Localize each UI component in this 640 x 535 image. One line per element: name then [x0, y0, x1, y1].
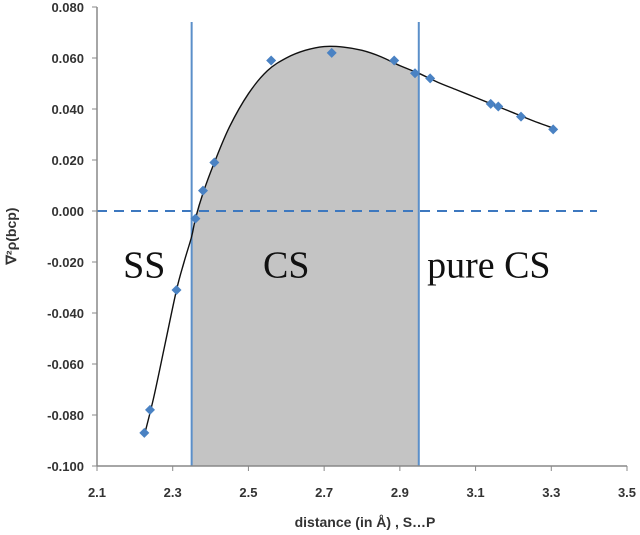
region-label-ss: SS — [123, 244, 165, 286]
data-point-9 — [389, 55, 400, 66]
y-tick-label: -0.040 — [47, 306, 84, 321]
region-label-pure-cs: pure CS — [427, 244, 551, 286]
y-tick-label: -0.080 — [47, 408, 84, 423]
y-tick-label: -0.060 — [47, 357, 84, 372]
y-tick-label: 0.000 — [51, 204, 84, 219]
y-tick-label: 0.020 — [51, 153, 84, 168]
data-point-6 — [209, 157, 220, 168]
data-point-11 — [425, 73, 436, 84]
x-tick-label: 2.7 — [315, 485, 333, 500]
data-point-5 — [198, 185, 208, 196]
data-point-10 — [410, 68, 420, 79]
data-point-8 — [326, 47, 337, 58]
data-point-2 — [145, 404, 155, 415]
data-point-4 — [190, 213, 201, 224]
region-label-cs: CS — [263, 244, 309, 286]
data-point-1 — [139, 427, 150, 438]
x-axis-label: distance (in Å) , S…P — [295, 514, 436, 530]
data-point-13 — [493, 101, 504, 112]
y-tick-label: -0.100 — [47, 459, 84, 474]
y-tick-label: -0.020 — [47, 255, 84, 270]
x-tick-label: 3.5 — [618, 485, 636, 500]
fit-curve — [143, 45, 554, 436]
data-point-7 — [266, 55, 277, 66]
data-point-3 — [171, 285, 182, 296]
data-point-12 — [485, 98, 496, 109]
x-tick-label: 3.3 — [542, 485, 560, 500]
shaded-region — [191, 46, 419, 467]
x-tick-label: 3.1 — [467, 485, 485, 500]
x-tick-label: 2.9 — [391, 485, 409, 500]
x-tick-label: 2.5 — [239, 485, 257, 500]
x-tick-label: 2.1 — [88, 485, 106, 500]
y-tick-label: 0.060 — [51, 51, 84, 66]
y-tick-label: 0.040 — [51, 102, 84, 117]
x-tick-label: 2.3 — [164, 485, 182, 500]
data-point-14 — [516, 111, 526, 122]
data-point-15 — [548, 124, 559, 135]
y-axis-label: ∇²ρ(bcp) — [3, 208, 19, 266]
y-tick-label: 0.080 — [51, 0, 84, 15]
